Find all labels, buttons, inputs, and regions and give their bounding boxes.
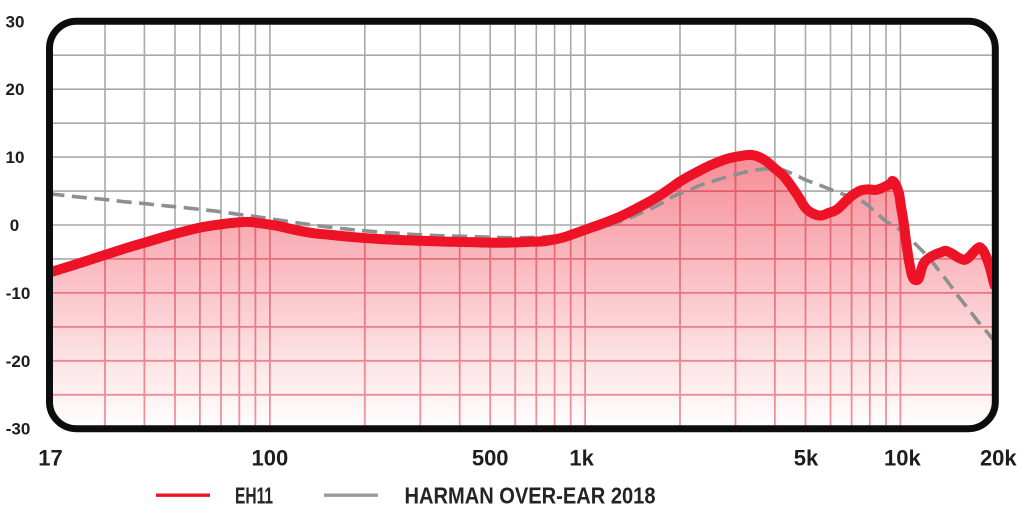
svg-text:10k: 10k (884, 446, 921, 471)
svg-text:500: 500 (472, 446, 509, 471)
svg-text:-30: -30 (6, 420, 31, 439)
svg-text:-10: -10 (6, 284, 31, 303)
svg-text:20k: 20k (980, 446, 1017, 471)
svg-text:100: 100 (252, 446, 289, 471)
svg-text:1k: 1k (569, 446, 594, 471)
svg-text:10: 10 (6, 148, 25, 167)
svg-text:5k: 5k (794, 446, 819, 471)
svg-text:EH11: EH11 (235, 483, 273, 509)
svg-text:20: 20 (6, 80, 25, 99)
svg-text:HARMAN OVER-EAR 2018: HARMAN OVER-EAR 2018 (405, 483, 656, 509)
svg-text:0: 0 (10, 216, 19, 235)
svg-text:30: 30 (6, 12, 25, 31)
svg-text:17: 17 (38, 446, 62, 471)
svg-text:-20: -20 (6, 352, 31, 371)
